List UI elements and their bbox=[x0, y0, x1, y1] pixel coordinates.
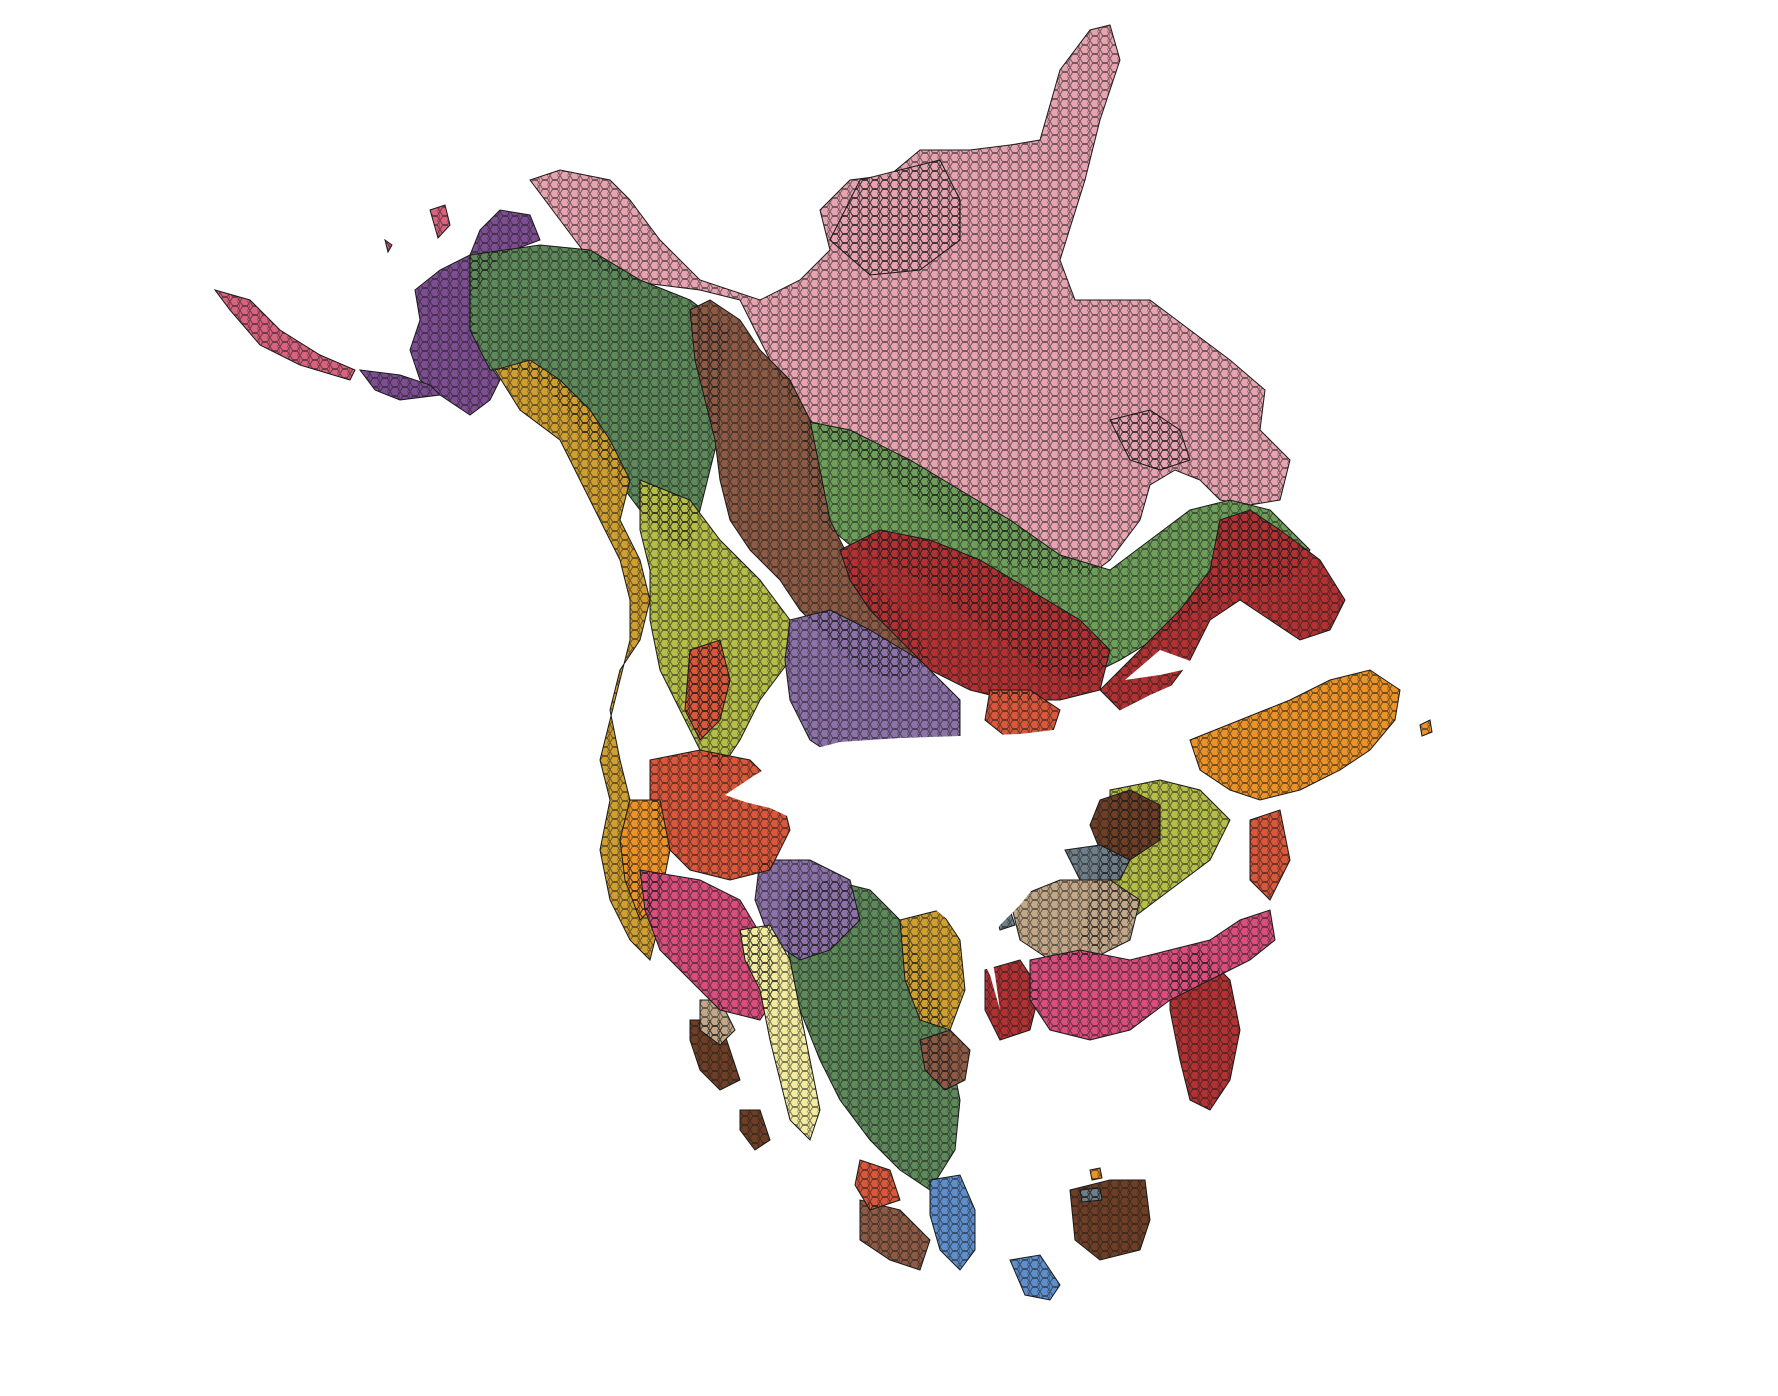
hex-texture-aleutian-pink bbox=[215, 290, 355, 380]
hex-texture-red-orange-3 bbox=[1250, 810, 1290, 900]
hex-texture-aleutian-pink-1 bbox=[430, 205, 450, 238]
hex-texture-cream bbox=[740, 925, 820, 1140]
bird-silhouette-icon bbox=[725, 650, 1235, 1010]
hex-texture-magenta-pink bbox=[640, 870, 780, 1020]
hex-texture-steel-blue bbox=[930, 1175, 975, 1270]
hex-texture-atlantic-orange-3 bbox=[1090, 1168, 1102, 1180]
hex-texture-yellowgreen bbox=[640, 480, 790, 770]
hex-texture-boreal-green bbox=[470, 245, 730, 550]
hex-texture-aleutian-pink-2 bbox=[385, 240, 392, 252]
hex-texture-red-orange-4 bbox=[855, 1160, 900, 1210]
hex-texture-arctic-pink-1 bbox=[830, 160, 960, 275]
hex-texture-dark-brown-3 bbox=[740, 1110, 770, 1150]
hex-texture-slate-gray bbox=[1065, 845, 1130, 880]
hex-texture-pacific-gold bbox=[495, 360, 660, 960]
hex-texture-rockies-brown-1 bbox=[920, 1030, 970, 1090]
hex-texture-great-lakes-red bbox=[840, 530, 1110, 700]
hex-texture-dark-brown bbox=[1090, 790, 1160, 860]
hex-texture-tan-1 bbox=[700, 1000, 735, 1045]
hex-texture-rockies-brown-2 bbox=[860, 1200, 930, 1270]
hex-texture-atlantic-orange bbox=[1190, 670, 1400, 800]
hex-texture-red-orange-2 bbox=[985, 690, 1060, 740]
hex-texture-slate-gray-2 bbox=[1080, 1188, 1102, 1202]
hex-texture-magenta-pink-1 bbox=[1030, 910, 1275, 1040]
hex-texture-great-lakes-red-3 bbox=[985, 960, 1040, 1040]
hex-texture-alaska-purple-1 bbox=[360, 370, 440, 400]
hex-texture-prairie-purple-1 bbox=[755, 860, 860, 960]
hex-texture-pacific-gold-1 bbox=[900, 910, 965, 1030]
hex-texture-alaska-purple bbox=[410, 210, 540, 415]
hex-texture-arctic-pink bbox=[530, 25, 1290, 575]
hex-texture-atlantic-orange-2 bbox=[1420, 720, 1432, 736]
hex-texture-prairie-purple bbox=[785, 610, 960, 770]
hex-texture-red-orange-1 bbox=[685, 640, 730, 740]
hex-texture-steel-blue-1 bbox=[1010, 1255, 1060, 1300]
hex-texture-dark-brown-2 bbox=[690, 1020, 740, 1090]
hex-texture-tan bbox=[1010, 880, 1140, 960]
hex-texture-arctic-pink-2 bbox=[1110, 410, 1190, 470]
hex-grid-texture bbox=[215, 25, 1432, 1300]
